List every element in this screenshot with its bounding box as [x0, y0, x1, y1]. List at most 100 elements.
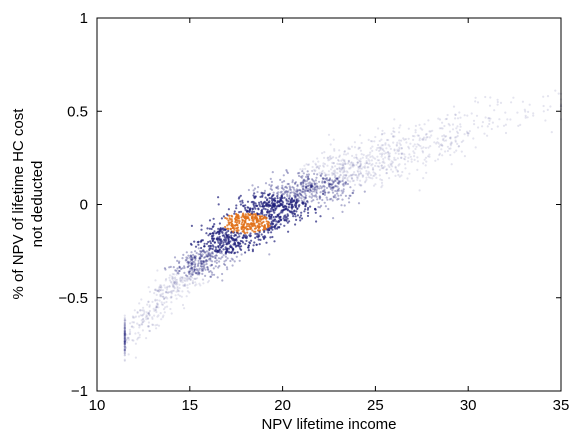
density-point	[220, 230, 223, 233]
density-point	[123, 330, 126, 333]
density-point	[304, 192, 307, 195]
density-point	[276, 205, 279, 208]
density-point	[411, 134, 414, 138]
density-point	[253, 241, 256, 244]
density-point	[289, 186, 292, 189]
density-point	[123, 334, 126, 337]
density-point	[257, 186, 260, 189]
density-point	[375, 148, 378, 151]
density-point	[445, 117, 448, 120]
density-point	[358, 159, 361, 162]
density-point	[387, 156, 390, 159]
density-point	[441, 144, 444, 147]
density-point	[138, 324, 142, 327]
density-point	[155, 310, 158, 314]
density-point	[175, 269, 178, 272]
density-point	[230, 236, 233, 240]
density-point	[341, 178, 344, 181]
density-point	[403, 157, 406, 160]
density-point	[154, 309, 158, 312]
density-point	[123, 326, 126, 330]
density-point	[521, 100, 525, 103]
density-point	[240, 227, 243, 230]
density-point	[425, 136, 428, 139]
density-point	[197, 243, 200, 246]
density-point	[316, 185, 319, 188]
density-point	[310, 196, 313, 199]
density-point	[332, 217, 335, 220]
density-point	[328, 183, 331, 186]
density-point	[258, 235, 261, 238]
density-point	[416, 160, 419, 163]
density-point	[123, 337, 126, 340]
density-point	[261, 192, 264, 195]
density-point	[191, 256, 194, 259]
density-point	[443, 139, 446, 142]
density-point	[209, 257, 212, 261]
density-point	[252, 189, 255, 192]
density-point	[193, 270, 196, 273]
density-point	[517, 124, 520, 127]
density-point	[215, 231, 219, 234]
density-point	[299, 214, 303, 217]
density-point	[371, 155, 374, 158]
density-point	[153, 292, 156, 295]
density-point	[343, 182, 346, 185]
density-point	[392, 135, 395, 138]
density-point	[123, 337, 126, 340]
density-point	[222, 215, 225, 218]
density-point	[397, 173, 400, 177]
density-point	[422, 162, 425, 165]
density-point	[252, 194, 255, 197]
density-point	[161, 295, 165, 298]
density-point	[333, 149, 336, 152]
density-point	[123, 340, 126, 343]
density-point	[310, 200, 313, 203]
density-point	[390, 160, 393, 163]
density-point	[164, 279, 167, 282]
density-point	[123, 337, 126, 340]
density-point	[342, 184, 345, 187]
density-point	[319, 191, 322, 194]
density-point	[247, 222, 250, 226]
density-point	[349, 180, 352, 183]
density-point	[336, 177, 339, 180]
density-point	[205, 232, 208, 235]
density-point	[200, 262, 203, 265]
density-point	[331, 166, 334, 169]
density-point	[162, 314, 165, 317]
density-point	[362, 166, 365, 169]
density-point	[449, 142, 452, 145]
density-point	[200, 269, 203, 272]
density-point	[374, 135, 377, 139]
density-point	[378, 162, 381, 165]
density-point	[301, 168, 304, 171]
density-point	[456, 142, 459, 145]
density-point	[218, 260, 221, 263]
density-point	[147, 317, 150, 320]
density-point	[344, 181, 347, 184]
density-point	[258, 231, 261, 234]
density-point	[226, 257, 229, 260]
density-point	[154, 288, 157, 291]
density-point	[385, 172, 388, 175]
density-point	[202, 248, 205, 252]
density-point	[160, 318, 163, 321]
density-point	[123, 337, 126, 340]
density-point	[155, 289, 158, 292]
density-point	[339, 174, 342, 177]
density-point	[391, 135, 395, 138]
density-point	[356, 176, 359, 180]
density-point	[331, 161, 334, 164]
density-point	[328, 179, 331, 182]
density-point	[136, 311, 139, 314]
density-point	[297, 198, 300, 201]
density-point	[416, 143, 419, 146]
density-point	[197, 270, 200, 274]
density-point	[335, 156, 338, 159]
density-point	[337, 187, 340, 190]
density-point	[491, 121, 494, 124]
density-point	[310, 185, 313, 188]
density-point	[161, 316, 164, 319]
density-point	[253, 187, 257, 190]
